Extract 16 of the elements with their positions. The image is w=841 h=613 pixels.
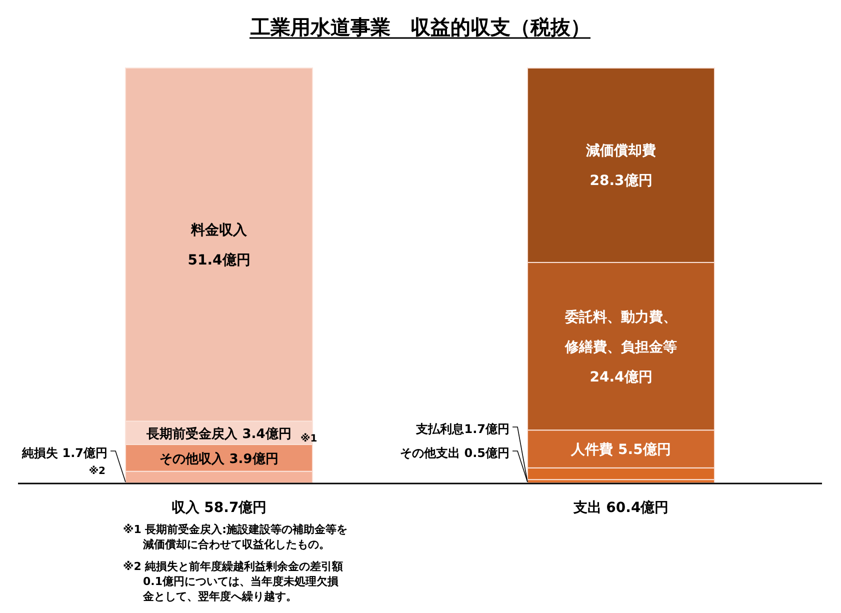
chart-title: 工業用水道事業 収益的収支（税抜） (250, 15, 590, 39)
data-label: 支払利息1.7億円 (415, 422, 510, 436)
text: ※2 純損失と前年度繰越利益剰余金の差引額0.1億円については、当年度未処理欠損金として、翌年度へ繰り越す。 (123, 560, 344, 603)
data-label: 長期前受金戻入 3.4億円 (146, 426, 292, 442)
data-label: 減価償却費 28.3億円 (585, 143, 656, 190)
text: ※1 長期前受金戻入:施設建設等の補助金等を減価償却に合わせて収益化したもの。 (123, 523, 348, 551)
data-label: その他支出 0.5億円 (400, 446, 510, 460)
data-label: 委託料、動力費、修繕費、負担金等 24.4億円 (564, 308, 677, 386)
annotation: ※2 (88, 465, 106, 477)
data-label: 人件費 5.5億円 (570, 440, 671, 458)
annotation: ※1 (300, 432, 318, 445)
data-label: その他収入 3.9億円 (160, 450, 278, 467)
x-tick-label: 支出 60.4億円 (572, 499, 669, 516)
x-tick-label: 収入 58.7億円 (171, 499, 267, 516)
data-label: 純損失 1.7億円 (21, 446, 108, 460)
data-label: 料金収入 51.4億円 (188, 222, 250, 269)
